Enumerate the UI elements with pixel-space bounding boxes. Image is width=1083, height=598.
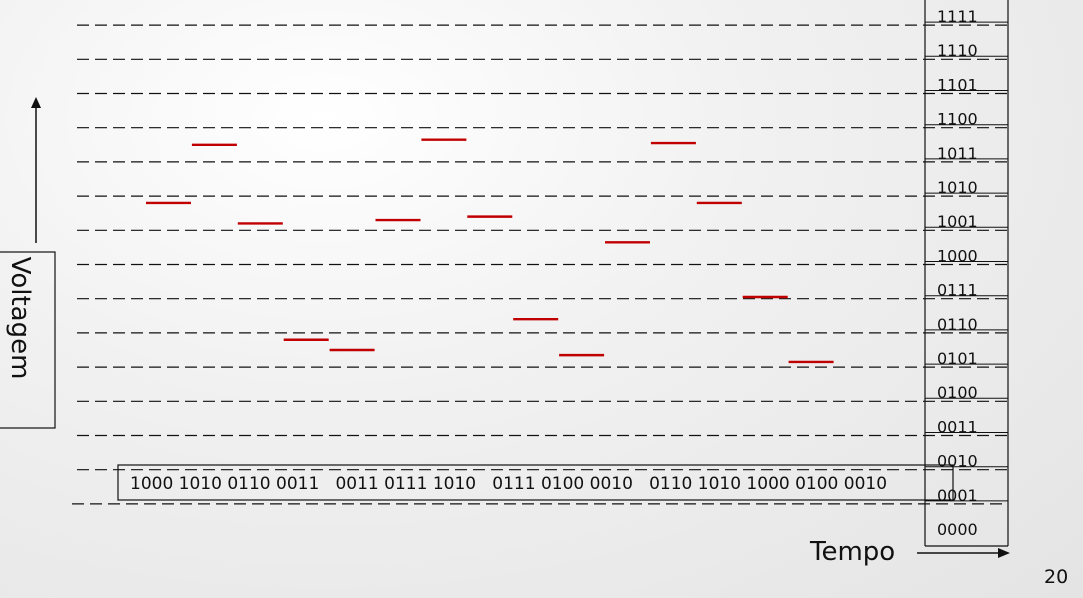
x-axis-arrow-head	[998, 548, 1010, 558]
level-label: 1001	[937, 212, 978, 231]
level-label: 0010	[937, 452, 978, 471]
page-number: 20	[1044, 566, 1068, 588]
level-label: 0100	[937, 383, 978, 402]
bit-stream-box	[117, 464, 954, 501]
level-label: 0000	[937, 520, 978, 539]
y-axis-arrow-head	[31, 97, 41, 108]
level-label: 0101	[937, 349, 978, 368]
bit-stream-text: 1000 1010 0110 0011 0011 0111 1010 0111 …	[130, 474, 887, 494]
level-label: 0111	[937, 281, 978, 300]
sample-marks	[146, 138, 834, 364]
level-label: 1010	[937, 178, 978, 197]
x-axis-label: Tempo	[809, 537, 895, 567]
grid-lines	[72, 24, 1008, 505]
level-table: 0000 0001 0010 0011 0100 0101 0110 0111 1000 1001…	[924, 0, 1009, 547]
level-label: 1101	[937, 75, 978, 94]
level-label: 1111	[937, 7, 978, 26]
level-label: 1100	[937, 110, 978, 129]
level-label: 0110	[937, 315, 978, 334]
level-label: 1000	[937, 246, 978, 265]
level-label: 1110	[937, 41, 978, 60]
level-label: 0011	[937, 417, 978, 436]
level-label: 1011	[937, 144, 978, 163]
y-axis-label: Voltagem	[5, 257, 35, 380]
y-axis-label-box	[0, 251, 56, 429]
level-label: 0001	[937, 486, 978, 505]
